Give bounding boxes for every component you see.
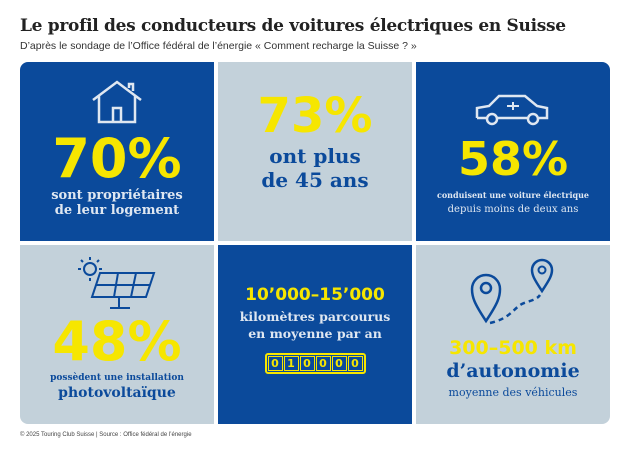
- odometer-icon: 0 1 0 0 0 0: [264, 353, 366, 374]
- odometer-digit: 0: [267, 356, 283, 371]
- stat-value: 10’000–15’000: [245, 285, 385, 305]
- odometer-digit: 0: [299, 356, 315, 371]
- tile-range: 300–500 km d’autonomie moyenne des véhic…: [416, 245, 610, 424]
- stat-label-1: ont plus: [269, 144, 361, 168]
- solar-panel-icon: [78, 257, 156, 309]
- electric-car-icon: [475, 94, 549, 126]
- stat-label-1: kilomètres parcourus: [239, 309, 391, 324]
- stat-value: 48%: [52, 310, 182, 373]
- tile-km: 10’000–15’000 kilomètres parcourus en mo…: [218, 245, 412, 424]
- house-icon: [92, 80, 142, 124]
- stat-label-2: photovoltaïque: [58, 385, 176, 401]
- stat-label-2: de 45 ans: [261, 168, 369, 192]
- stat-label-1: conduisent une voiture électrique: [436, 190, 590, 200]
- tile-ev-recent: 58% conduisent une voiture électrique de…: [416, 62, 610, 241]
- stat-label-1: sont propriétaires: [51, 188, 183, 203]
- stat-label-2: moyenne des véhicules: [448, 386, 578, 399]
- odometer-digit: 0: [315, 356, 331, 371]
- stat-label-2: en moyenne par an: [248, 326, 382, 341]
- page-subtitle: D’après le sondage de l’Office fédéral d…: [20, 40, 417, 52]
- stat-label-2: de leur logement: [54, 203, 180, 218]
- stat-label-1: d’autonomie: [446, 360, 580, 382]
- odometer-digit: 0: [347, 356, 363, 371]
- page-title: Le profil des conducteurs de voitures él…: [20, 16, 566, 36]
- stat-value: 300–500 km: [449, 337, 577, 359]
- stats-grid: 70% sont propriétaires de leur logement …: [20, 62, 610, 424]
- stat-value: 58%: [457, 132, 569, 186]
- map-pins-route-icon: [470, 258, 554, 325]
- odometer-digit: 1: [283, 356, 299, 371]
- stat-value: 70%: [52, 127, 182, 190]
- footer-credit: © 2025 Touring Club Suisse | Source : Of…: [20, 432, 192, 438]
- tile-age: 73% ont plus de 45 ans: [218, 62, 412, 241]
- tile-homeowners: 70% sont propriétaires de leur logement: [20, 62, 214, 241]
- tile-solar: 48% possèdent une installation photovolt…: [20, 245, 214, 424]
- odometer-digit: 0: [331, 356, 347, 371]
- stat-label-1: possèdent une installation: [50, 373, 184, 383]
- stat-value: 73%: [257, 88, 373, 144]
- stat-label-2: depuis moins de deux ans: [447, 204, 579, 215]
